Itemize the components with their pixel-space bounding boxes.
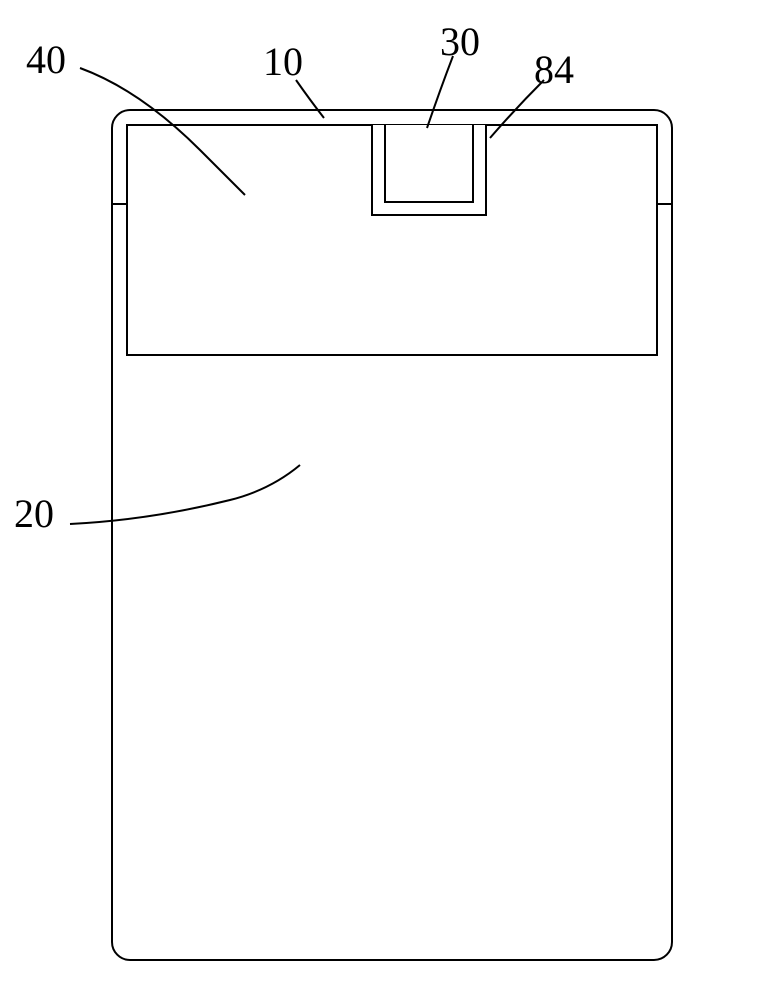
diagram-svg bbox=[0, 0, 769, 1000]
leader-40 bbox=[80, 68, 245, 195]
leader-30 bbox=[427, 56, 453, 128]
leader-10 bbox=[296, 80, 324, 118]
leader-20 bbox=[70, 465, 300, 524]
outer-body bbox=[112, 110, 672, 960]
notch-inner bbox=[385, 125, 473, 202]
